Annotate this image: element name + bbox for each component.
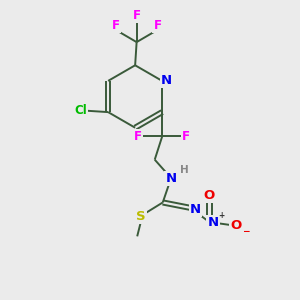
Text: Cl: Cl [74,104,87,117]
Text: H: H [180,165,189,175]
Text: N: N [161,74,172,87]
Text: F: F [153,19,161,32]
Text: N: N [190,203,201,216]
Text: O: O [230,218,242,232]
Text: F: F [182,130,190,143]
Text: O: O [204,189,215,202]
Text: −: − [242,227,249,236]
Text: N: N [207,216,219,229]
Text: +: + [218,211,224,220]
Text: S: S [136,210,146,223]
Text: F: F [112,19,120,32]
Text: F: F [134,130,142,143]
Text: F: F [133,10,141,22]
Text: N: N [166,172,177,185]
